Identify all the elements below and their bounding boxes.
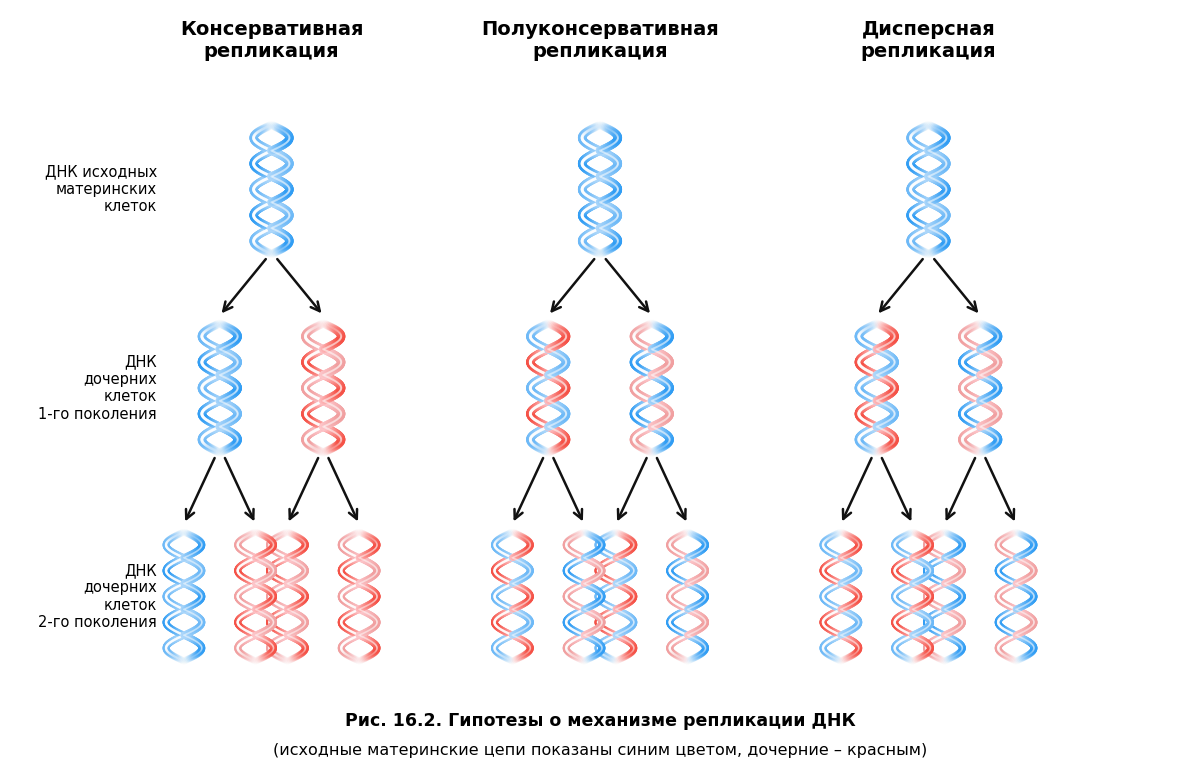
Text: ДНК
дочерних
клеток
2-го поколения: ДНК дочерних клеток 2-го поколения (38, 563, 157, 630)
Text: (исходные материнские цепи показаны синим цветом, дочерние – красным): (исходные материнские цепи показаны сини… (272, 743, 928, 758)
Text: Рис. 16.2. Гипотезы о механизме репликации ДНК: Рис. 16.2. Гипотезы о механизме репликац… (344, 712, 856, 730)
Text: Консервативная
репликация: Консервативная репликация (180, 20, 364, 61)
Text: Полуконсервативная
репликация: Полуконсервативная репликация (481, 20, 719, 61)
Text: ДНК исходных
материнских
клеток: ДНК исходных материнских клеток (44, 165, 157, 214)
Text: Дисперсная
репликация: Дисперсная репликация (860, 20, 996, 61)
Text: ДНК
дочерних
клеток
1-го поколения: ДНК дочерних клеток 1-го поколения (38, 354, 157, 421)
